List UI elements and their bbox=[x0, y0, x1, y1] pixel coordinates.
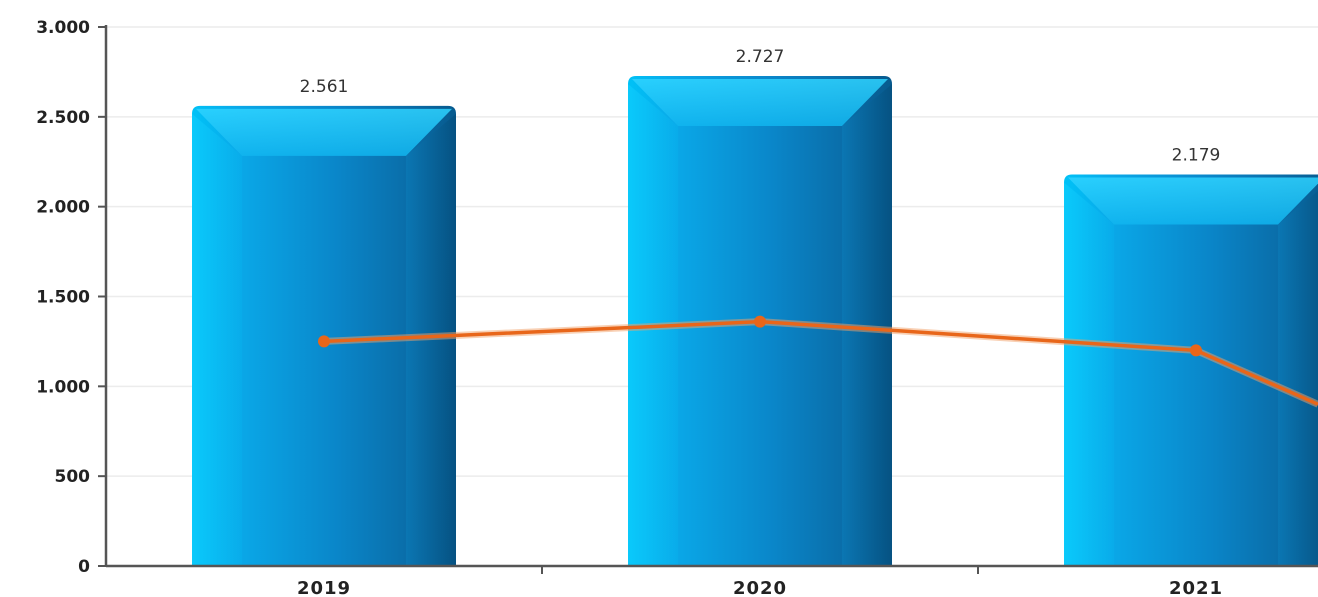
x-tick-label: 2020 bbox=[733, 578, 787, 597]
line-series bbox=[318, 315, 1318, 408]
x-tick-label: 2019 bbox=[297, 578, 351, 597]
bar-bevel-left bbox=[192, 113, 242, 567]
bar-bevel-right bbox=[1278, 190, 1318, 566]
bar-value-label: 2.179 bbox=[1172, 146, 1221, 166]
bar-bevel-top bbox=[1068, 177, 1318, 225]
y-tick-label: 2.500 bbox=[36, 108, 90, 128]
line-series-path bbox=[323, 319, 1318, 406]
bar-bevel-top bbox=[196, 108, 452, 156]
y-tick-label: 2.000 bbox=[36, 198, 90, 218]
line-point bbox=[318, 335, 330, 348]
y-tick-label: 1.500 bbox=[36, 288, 90, 308]
bar-body bbox=[1064, 174, 1318, 566]
bar-bevel-top bbox=[632, 79, 888, 127]
axes: 0 500 1.000 1.500 2.000 2.500 3.000 2019 2020 202… bbox=[36, 18, 1318, 597]
y-tick-label: 0 bbox=[78, 557, 90, 577]
line-point bbox=[1190, 344, 1202, 357]
y-tick-label: 3.000 bbox=[36, 18, 90, 38]
x-tick-label: 2021 bbox=[1169, 578, 1223, 597]
labels-layer: 2.561 2.727 2.179 bbox=[300, 47, 1221, 165]
bar-2021 bbox=[1064, 174, 1318, 566]
y-tick-label: 1.000 bbox=[36, 377, 90, 397]
bar-value-label: 2.561 bbox=[300, 77, 349, 97]
bar-bevel-right bbox=[842, 84, 892, 566]
line-point bbox=[754, 315, 766, 328]
bar-bevel-left bbox=[1064, 182, 1114, 566]
bar-value-label: 2.727 bbox=[736, 47, 785, 67]
y-tick-label: 500 bbox=[55, 467, 91, 487]
